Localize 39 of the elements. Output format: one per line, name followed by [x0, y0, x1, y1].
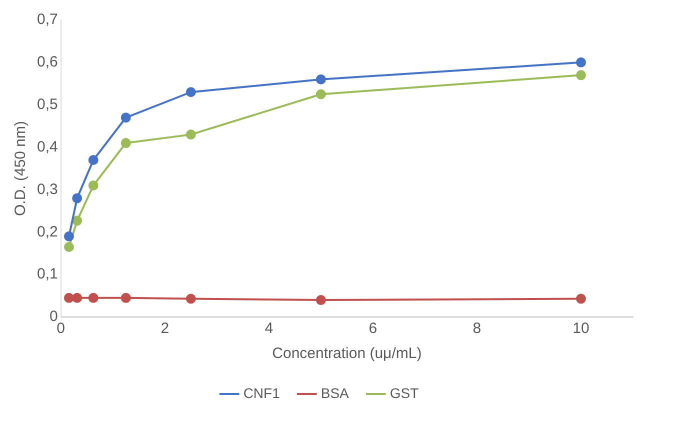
- x-axis-title: Concentration (uμ/mL): [272, 345, 422, 362]
- y-tick-label: 0,6: [36, 54, 58, 71]
- point: [72, 292, 82, 303]
- point: [88, 292, 98, 303]
- point: [64, 242, 74, 252]
- y-tick-label: 0,5: [36, 96, 58, 113]
- y-tick-label: 0,1: [36, 266, 58, 283]
- point: [186, 87, 196, 98]
- legend-label: BSA: [320, 384, 350, 401]
- point: [64, 292, 74, 303]
- point: [88, 180, 98, 190]
- legend-label: GST: [390, 384, 420, 401]
- x-tick-label: 8: [472, 320, 482, 338]
- legend-label: CNF1: [243, 384, 280, 401]
- point: [120, 112, 131, 123]
- y-tick-label: 0: [50, 308, 58, 326]
- x-tick-label: 2: [160, 320, 170, 338]
- point: [120, 292, 131, 303]
- point: [316, 89, 326, 100]
- y-tick-label: 0,2: [36, 223, 58, 240]
- point: [64, 231, 74, 242]
- x-tick-label: 6: [368, 320, 378, 338]
- x-tick-label: 4: [264, 320, 274, 338]
- point: [72, 193, 82, 204]
- y-axis-title: O.D. (450 nm): [12, 120, 30, 216]
- point: [576, 70, 586, 80]
- point: [316, 74, 326, 84]
- point: [120, 138, 131, 148]
- point: [576, 57, 586, 68]
- y-tick-label: 0,3: [36, 180, 58, 198]
- y-tick-label: 0,4: [36, 138, 58, 156]
- point: [186, 130, 196, 140]
- point: [88, 155, 98, 166]
- point: [186, 294, 196, 304]
- y-tick-label: 0,7: [36, 11, 58, 28]
- point: [576, 294, 586, 304]
- point: [72, 216, 82, 226]
- point: [316, 295, 326, 306]
- x-tick-label: 10: [572, 320, 590, 338]
